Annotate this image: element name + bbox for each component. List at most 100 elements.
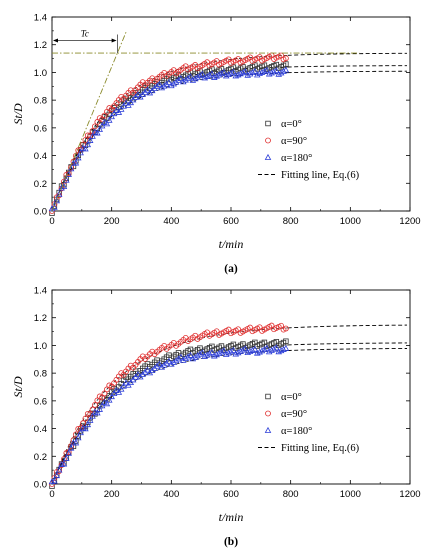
x-tick-label: 400 — [163, 216, 179, 227]
data-point — [211, 73, 218, 80]
data-point — [184, 353, 192, 360]
legend-fit-label: Fitting line, Eq.(6) — [281, 170, 360, 181]
data-point — [249, 346, 256, 353]
data-point — [94, 129, 101, 136]
series-2-markers — [48, 344, 290, 485]
data-point — [253, 71, 261, 78]
data-point — [158, 363, 166, 370]
tangent-line — [51, 30, 127, 212]
data-point — [232, 350, 240, 357]
data-point — [60, 460, 68, 467]
data-point — [53, 472, 61, 479]
y-tick-label: 1.4 — [34, 286, 47, 297]
data-point — [89, 412, 96, 419]
data-point — [242, 67, 249, 74]
data-point — [199, 70, 206, 77]
data-point — [263, 344, 271, 351]
data-point — [82, 425, 89, 432]
data-point — [82, 415, 89, 422]
data-point — [220, 68, 228, 75]
data-point — [134, 370, 142, 378]
data-point — [282, 55, 289, 62]
data-point — [51, 203, 58, 210]
data-point — [194, 73, 201, 80]
x-tick-label: 800 — [283, 216, 299, 227]
data-point — [98, 402, 106, 409]
y-tick-label: 0.2 — [34, 179, 47, 190]
data-point — [275, 348, 283, 355]
data-point — [232, 72, 240, 79]
tc-arrow-head-left — [53, 38, 58, 43]
y-tick-label: 0.8 — [34, 369, 47, 380]
data-point — [74, 154, 82, 161]
data-point — [246, 70, 254, 77]
data-point — [261, 67, 268, 74]
data-point — [273, 67, 280, 74]
x-tick-label: 0 — [49, 489, 54, 500]
data-point — [277, 69, 285, 76]
data-point — [196, 350, 204, 357]
x-tick-label: 1000 — [340, 216, 361, 227]
data-point — [189, 76, 197, 83]
data-point — [191, 353, 199, 360]
data-point — [230, 346, 237, 353]
data-point — [115, 388, 123, 395]
data-point — [175, 76, 182, 83]
y-tick-label: 0.2 — [34, 452, 47, 463]
data-point — [117, 385, 125, 392]
data-point — [265, 348, 273, 355]
data-point — [179, 78, 187, 85]
data-point — [101, 118, 108, 125]
x-tick-label: 400 — [163, 489, 179, 500]
data-point — [244, 348, 251, 356]
x-tick-label: 800 — [283, 489, 299, 500]
tc-arrow-head-right — [111, 38, 117, 43]
data-point — [106, 396, 113, 403]
data-point — [249, 69, 256, 76]
data-point — [72, 159, 80, 166]
data-point — [110, 110, 118, 117]
x-tick-label: 600 — [223, 216, 239, 227]
data-point — [153, 362, 161, 369]
data-point — [182, 354, 189, 362]
data-point — [117, 105, 125, 112]
data-point — [261, 345, 268, 352]
data-point — [275, 70, 283, 77]
data-point — [239, 346, 247, 353]
data-point — [253, 349, 261, 356]
fit-line-1 — [287, 324, 408, 329]
legend-entry-label: α=180° — [281, 153, 312, 164]
fit-line-0 — [287, 65, 408, 68]
series-2-markers — [48, 66, 290, 212]
data-point — [96, 125, 104, 132]
data-point — [158, 84, 166, 91]
data-point — [84, 132, 91, 139]
legend-marker — [265, 120, 271, 127]
y-tick-label: 1.0 — [34, 68, 47, 79]
data-point — [196, 72, 204, 79]
data-point — [199, 349, 206, 356]
data-point — [156, 80, 163, 88]
y-tick-label: 1.2 — [34, 313, 47, 324]
legend-entry-label: α=90° — [281, 409, 307, 420]
data-point — [213, 72, 220, 79]
data-point — [206, 71, 213, 78]
legend-entry-label: α=180° — [281, 426, 312, 437]
data-point — [280, 67, 287, 74]
fit-line-0 — [287, 342, 408, 346]
data-point — [94, 409, 101, 416]
data-point — [54, 196, 60, 203]
data-point — [122, 379, 130, 386]
data-point — [283, 338, 289, 344]
legend-fit-label: Fitting line, Eq.(6) — [281, 443, 360, 454]
x-tick-label: 1000 — [340, 489, 361, 500]
data-point — [218, 348, 225, 355]
data-point — [203, 72, 211, 79]
data-point — [86, 136, 94, 143]
data-point — [237, 70, 244, 77]
data-point — [103, 400, 111, 407]
data-point — [103, 120, 111, 127]
data-point — [63, 454, 70, 461]
data-point — [201, 74, 209, 81]
